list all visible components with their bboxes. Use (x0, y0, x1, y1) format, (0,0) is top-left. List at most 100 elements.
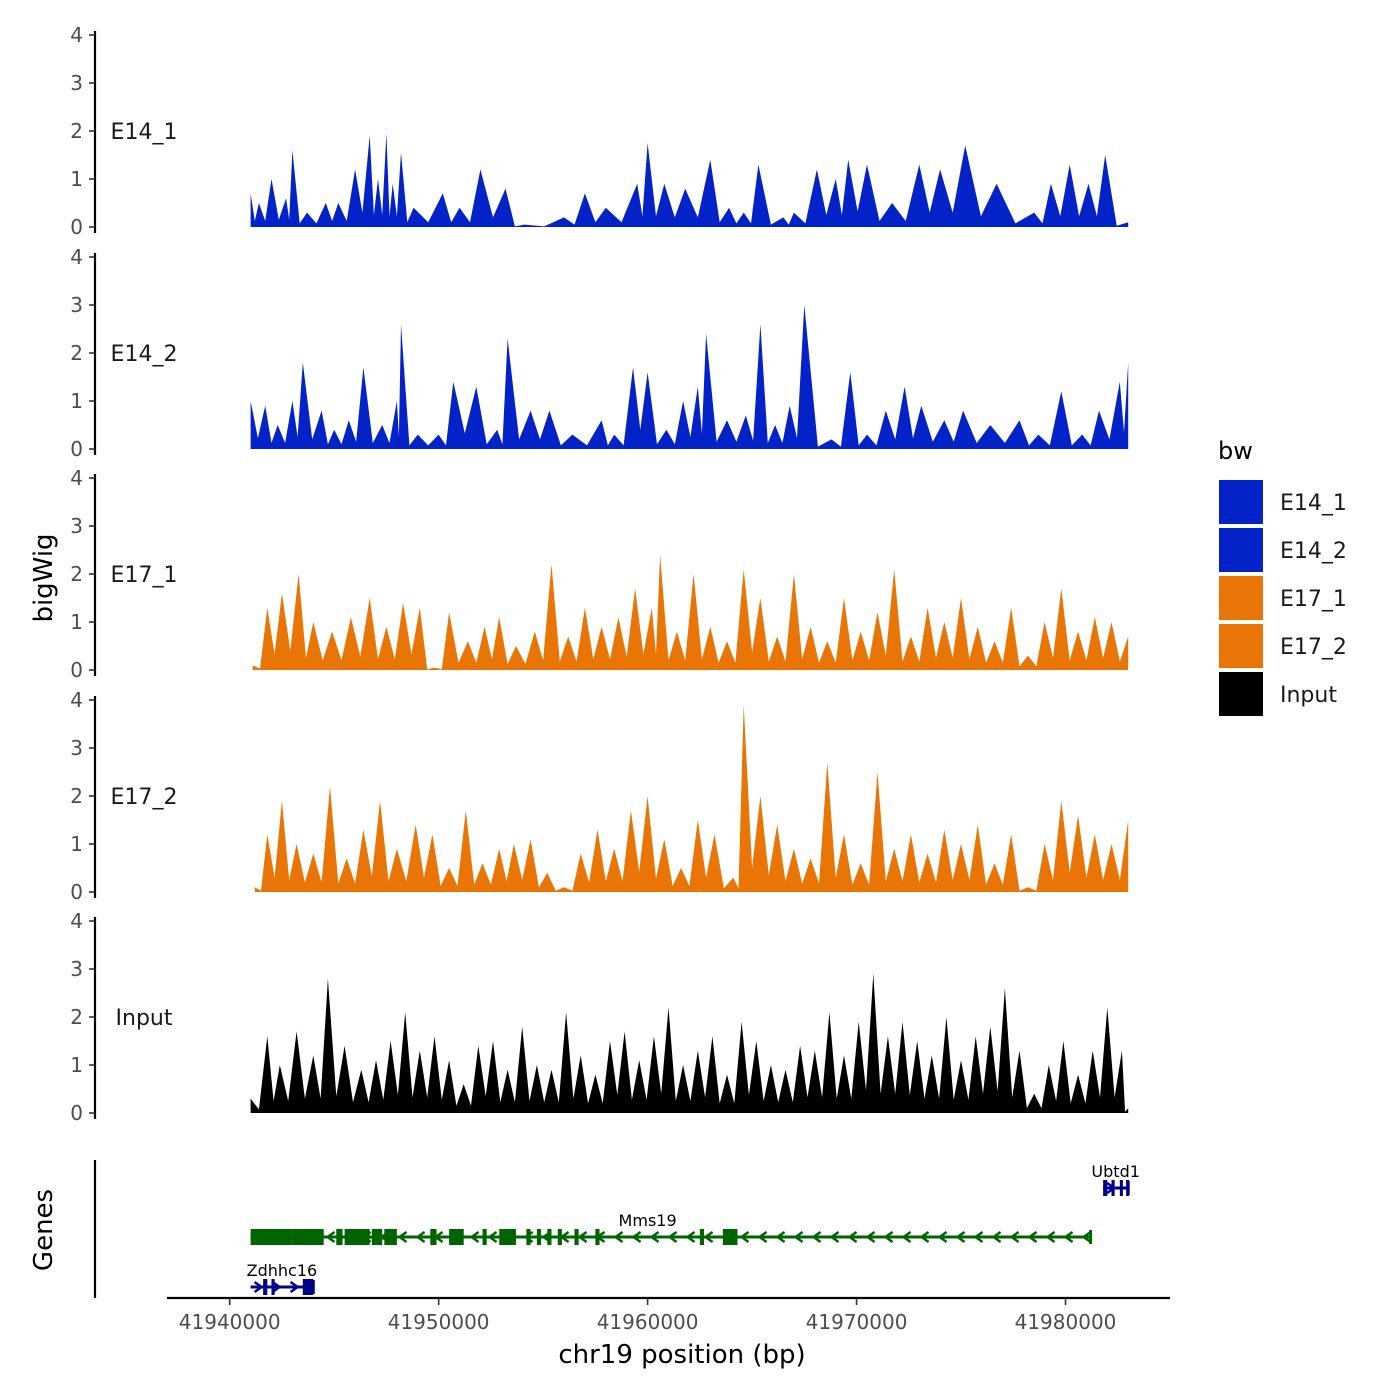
exon (722, 1229, 738, 1245)
legend-item-e17-1: E17_1 (1219, 576, 1347, 620)
strand-arrow (955, 1230, 966, 1244)
y-tick-label: 4 (70, 23, 83, 47)
gene-zdhhc16: Zdhhc16 (247, 1261, 318, 1295)
y-tick-label: 1 (70, 389, 83, 413)
track-e14-1: 0 1 2 3 4 E14_1 (70, 23, 1129, 239)
strand-arrow (739, 1230, 750, 1244)
track-label-input: Input (116, 1006, 173, 1031)
strand-arrow (919, 1230, 930, 1244)
track-e14-2: 0 1 2 3 4 E14_2 (70, 245, 1129, 461)
y-tick-label: 3 (70, 71, 83, 95)
legend-swatch (1219, 528, 1263, 572)
legend-swatch (1219, 576, 1263, 620)
strand-arrow (973, 1230, 984, 1244)
strand-arrow (811, 1230, 822, 1244)
strand-arrow (829, 1230, 840, 1244)
y-axis-title: bigWig (29, 533, 59, 622)
legend-label: Input (1280, 683, 1337, 708)
strand-arrow (325, 1230, 336, 1244)
exon (595, 1229, 600, 1245)
y-tick-label: 2 (70, 119, 83, 143)
legend-label: E17_1 (1280, 587, 1347, 612)
signal-area-e14-1 (250, 133, 1129, 227)
track-label-e14-1: E14_1 (111, 120, 178, 145)
exon (371, 1229, 383, 1245)
gene-ubtd1: Ubtd1 (1091, 1162, 1140, 1196)
y-tick-label: 0 (70, 437, 83, 461)
y-tick-label: 1 (70, 167, 83, 191)
legend-label: E17_2 (1280, 635, 1347, 660)
signal-area-input (250, 973, 1129, 1113)
legend-item-e17-2: E17_2 (1219, 624, 1347, 668)
exon (336, 1229, 343, 1245)
x-tick-label: 41970000 (806, 1310, 908, 1334)
track-e17-1: 0 1 2 3 4 E17_1 (70, 466, 1129, 682)
strand-arrow (991, 1230, 1002, 1244)
legend-item-e14-2: E14_2 (1219, 528, 1347, 572)
strand-arrow (397, 1230, 408, 1244)
y-tick-label: 3 (70, 293, 83, 317)
bigwig-tracks: 0 1 2 3 4 E14_1 0 1 2 3 4 E14_2 0 1 2 3 4 E17_1 0 1 2 3 4 E17_2… (70, 23, 1129, 1125)
x-tick-label: 41980000 (1015, 1310, 1117, 1334)
track-label-e14-2: E14_2 (111, 342, 178, 367)
exon (699, 1229, 705, 1245)
legend-item-input: Input (1219, 672, 1337, 716)
strand-arrow (253, 1280, 264, 1294)
exon (430, 1229, 437, 1245)
y-tick-label: 3 (70, 736, 83, 760)
strand-arrow (937, 1230, 948, 1244)
legend-title: bw (1218, 437, 1253, 465)
strand-arrow (577, 1230, 588, 1244)
strand-arrow (757, 1230, 768, 1244)
y-tick-label: 2 (70, 1005, 83, 1029)
y-tick-label: 4 (70, 245, 83, 269)
strand-arrow (883, 1230, 894, 1244)
strand-arrow (703, 1230, 714, 1244)
strand-arrow (1045, 1230, 1056, 1244)
x-axis-title: chr19 position (bp) (558, 1340, 805, 1370)
y-tick-label: 2 (70, 562, 83, 586)
exon (250, 1229, 293, 1245)
legend: bw E14_1 E14_2 E17_1 E17_2 Input (1218, 437, 1347, 716)
exon (292, 1229, 324, 1245)
exon (271, 1279, 275, 1295)
signal-area-e17-2 (254, 704, 1129, 892)
strand-arrow (847, 1230, 858, 1244)
strand-arrow (469, 1230, 480, 1244)
y-tick-label: 3 (70, 957, 83, 981)
exon (1103, 1180, 1108, 1196)
strand-arrow (865, 1230, 876, 1244)
y-tick-label: 4 (70, 466, 83, 490)
exon (263, 1279, 268, 1295)
y-tick-label: 4 (70, 909, 83, 933)
strand-arrow (487, 1230, 498, 1244)
gene-label-zdhhc16: Zdhhc16 (247, 1261, 318, 1280)
exon (526, 1229, 531, 1245)
y-tick-label: 0 (70, 215, 83, 239)
exon (547, 1229, 552, 1245)
exon (344, 1229, 370, 1245)
genes-axis-title: Genes (29, 1189, 59, 1271)
x-tick-label: 41950000 (388, 1310, 490, 1334)
y-tick-label: 3 (70, 514, 83, 538)
y-tick-label: 1 (70, 832, 83, 856)
strand-arrow (289, 1280, 300, 1294)
track-e17-2: 0 1 2 3 4 E17_2 (70, 688, 1129, 904)
strand-arrow (613, 1230, 624, 1244)
legend-label: E14_2 (1280, 539, 1347, 564)
y-tick-label: 0 (70, 880, 83, 904)
exon (1126, 1180, 1130, 1196)
y-tick-label: 4 (70, 688, 83, 712)
gene-label-ubtd1: Ubtd1 (1091, 1162, 1139, 1181)
legend-label: E14_1 (1280, 491, 1347, 516)
exon (1111, 1180, 1115, 1196)
strand-arrow (793, 1230, 804, 1244)
exon (384, 1229, 397, 1245)
gene-track: Ubtd1 Mms19 Zdhhc16 (93, 1160, 1140, 1298)
strand-arrow (1009, 1230, 1020, 1244)
y-tick-label: 1 (70, 1053, 83, 1077)
x-tick-label: 41960000 (597, 1310, 699, 1334)
strand-arrow (685, 1230, 696, 1244)
strand-arrow (667, 1230, 678, 1244)
